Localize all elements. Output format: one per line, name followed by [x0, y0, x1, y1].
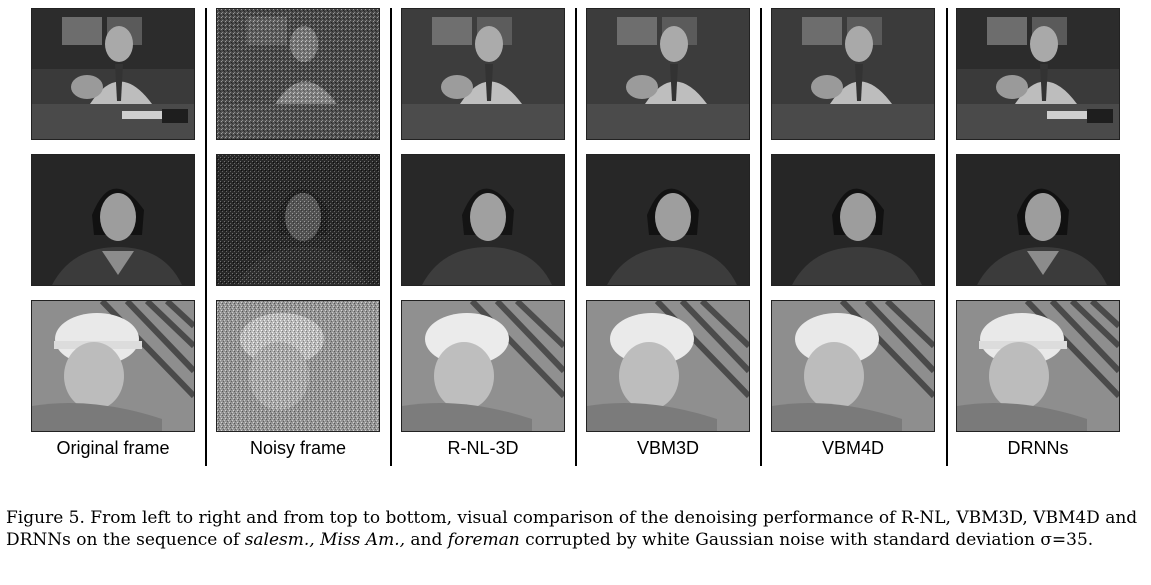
- image-foreman-vbm3d: [586, 300, 750, 432]
- column-separator: [390, 8, 392, 466]
- caption-mid: and: [405, 530, 448, 550]
- image-miss-america-r-nl-3d: [401, 154, 565, 286]
- label-drnns: DRNNs: [1007, 438, 1069, 458]
- image-foreman-vbm4d: [771, 300, 935, 432]
- column-vbm4d: [771, 8, 935, 446]
- label-vbm3d: VBM3D: [636, 438, 699, 458]
- image-salesman-drnns: [956, 8, 1120, 140]
- figure-grid: Original frame Noisy frame R-NL-3D VBM3D…: [31, 8, 1120, 466]
- image-miss-america-noisy: [216, 154, 380, 286]
- column-separator: [205, 8, 207, 466]
- image-miss-america-original: [31, 154, 195, 286]
- column-r-nl-3d: [401, 8, 565, 446]
- caption-suffix: corrupted by white Gaussian noise with s…: [519, 530, 1094, 550]
- image-foreman-original: [31, 300, 195, 432]
- image-foreman-r-nl-3d: [401, 300, 565, 432]
- caption-sequence-miss-america: Miss Am.,: [320, 530, 406, 550]
- column-drnns: [956, 8, 1120, 446]
- column-noisy: [216, 8, 380, 446]
- image-salesman-noisy: [216, 8, 380, 140]
- image-salesman-vbm4d: [771, 8, 935, 140]
- caption-prefix: Figure 5. From left to right and from to…: [6, 508, 1138, 550]
- figure-caption: Figure 5. From left to right and from to…: [6, 507, 1146, 551]
- label-noisy-frame: Noisy frame: [249, 438, 347, 458]
- image-salesman-r-nl-3d: [401, 8, 565, 140]
- label-r-nl-3d: R-NL-3D: [447, 438, 519, 458]
- column-separator: [946, 8, 948, 466]
- label-vbm4d: VBM4D: [821, 438, 884, 458]
- column-separator: [760, 8, 762, 466]
- label-original-frame: Original frame: [56, 438, 170, 458]
- image-salesman-original: [31, 8, 195, 140]
- caption-sequence-salesman: salesm.,: [244, 530, 315, 550]
- image-salesman-vbm3d: [586, 8, 750, 140]
- image-miss-america-vbm3d: [586, 154, 750, 286]
- caption-sequence-foreman: foreman: [447, 530, 520, 550]
- column-separator: [575, 8, 577, 466]
- column-original: [31, 8, 195, 446]
- image-foreman-noisy: [216, 300, 380, 432]
- image-foreman-drnns: [956, 300, 1120, 432]
- image-miss-america-drnns: [956, 154, 1120, 286]
- image-miss-america-vbm4d: [771, 154, 935, 286]
- column-vbm3d: [586, 8, 750, 446]
